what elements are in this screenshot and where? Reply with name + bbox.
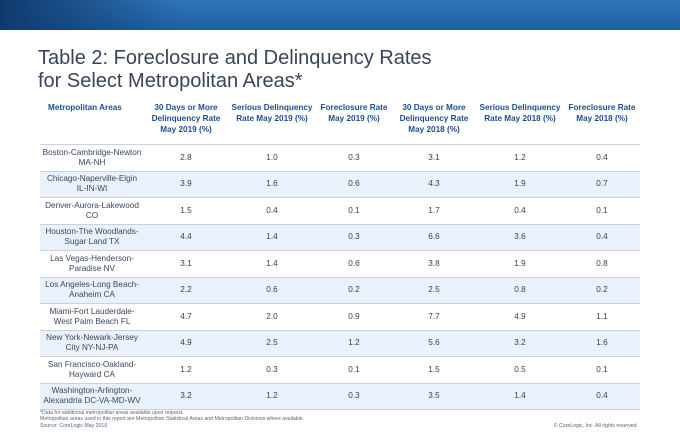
value-cell: 0.6: [228, 276, 316, 304]
value-cell: 0.4: [564, 382, 640, 410]
value-cell: 2.5: [228, 329, 316, 357]
area-cell: Miami-Fort Lauderdale-West Palm Beach FL: [40, 303, 144, 330]
table-header-row: Metropolitan Areas 30 Days or More Delin…: [40, 100, 640, 145]
value-cell: 1.2: [316, 329, 392, 357]
area-cell: Chicago-Naperville-Elgin IL-IN-WI: [40, 170, 144, 198]
value-cell: 1.0: [228, 144, 316, 171]
value-cell: 1.2: [476, 144, 564, 171]
table-row: Boston-Cambridge-Newton MA-NH 2.8 1.0 0.…: [40, 144, 640, 171]
value-cell: 1.6: [228, 170, 316, 198]
value-cell: 3.1: [144, 250, 228, 277]
value-cell: 0.4: [476, 197, 564, 224]
area-cell: Denver-Aurora-Lakewood CO: [40, 197, 144, 224]
value-cell: 1.5: [392, 356, 476, 383]
value-cell: 4.3: [392, 170, 476, 198]
value-cell: 1.7: [392, 197, 476, 224]
value-cell: 2.2: [144, 276, 228, 304]
value-cell: 2.0: [228, 303, 316, 330]
column-header: Metropolitan Areas: [48, 103, 122, 112]
table-row: Miami-Fort Lauderdale-West Palm Beach FL…: [40, 303, 640, 330]
column-header: Foreclosure Rate May 2019 (%): [320, 103, 388, 123]
table-row: San Francisco-Oakland-Hayward CA 1.2 0.3…: [40, 356, 640, 383]
value-cell: 0.3: [316, 144, 392, 171]
value-cell: 1.1: [564, 303, 640, 330]
value-cell: 0.6: [316, 250, 392, 277]
value-cell: 3.9: [144, 170, 228, 198]
table-row: Chicago-Naperville-Elgin IL-IN-WI 3.9 1.…: [40, 170, 640, 198]
rates-table: Metropolitan Areas 30 Days or More Delin…: [40, 100, 640, 410]
value-cell: 2.8: [144, 144, 228, 171]
column-header: Serious Delinquency Rate May 2019 (%): [231, 103, 313, 123]
value-cell: 3.5: [392, 382, 476, 410]
value-cell: 0.3: [316, 382, 392, 410]
column-header: Foreclosure Rate May 2018 (%): [568, 103, 636, 123]
value-cell: 3.6: [476, 223, 564, 251]
value-cell: 0.6: [316, 170, 392, 198]
footnote: Metropolitan areas used in this report a…: [40, 416, 305, 423]
area-cell: Washington-Arlington-Alexandria DC-VA-MD…: [40, 382, 144, 410]
footnotes: *Data for additional metropolitan areas …: [40, 410, 460, 429]
column-header: 30 Days or More Delinquency Rate May 201…: [151, 103, 221, 134]
value-cell: 1.4: [228, 250, 316, 277]
column-header: Serious Delinquency Rate May 2018 (%): [479, 103, 561, 123]
table-row: Houston-The Woodlands-Sugar Land TX 4.4 …: [40, 223, 640, 251]
value-cell: 0.2: [316, 276, 392, 304]
value-cell: 7.7: [392, 303, 476, 330]
value-cell: 3.8: [392, 250, 476, 277]
table-row: Denver-Aurora-Lakewood CO 1.5 0.4 0.1 1.…: [40, 197, 640, 224]
value-cell: 0.5: [476, 356, 564, 383]
value-cell: 1.9: [476, 170, 564, 198]
value-cell: 0.3: [228, 356, 316, 383]
area-cell: Boston-Cambridge-Newton MA-NH: [40, 144, 144, 171]
value-cell: 1.4: [228, 223, 316, 251]
value-cell: 1.5: [144, 197, 228, 224]
value-cell: 0.8: [564, 250, 640, 277]
copyright-notice: © CoreLogic, Inc. All rights reserved.: [553, 423, 638, 429]
footnote: Source: CoreLogic May 2019: [40, 422, 108, 429]
value-cell: 4.4: [144, 223, 228, 251]
value-cell: 0.9: [316, 303, 392, 330]
value-cell: 1.6: [564, 329, 640, 357]
value-cell: 4.7: [144, 303, 228, 330]
area-cell: Los Angeles-Long Beach-Anaheim CA: [40, 276, 144, 304]
area-cell: Las Vegas-Henderson-Paradise NV: [40, 250, 144, 277]
value-cell: 0.4: [564, 223, 640, 251]
value-cell: 0.1: [564, 356, 640, 383]
value-cell: 1.9: [476, 250, 564, 277]
value-cell: 0.1: [316, 356, 392, 383]
value-cell: 0.8: [476, 276, 564, 304]
title-line-2: for Select Metropolitan Areas*: [38, 70, 303, 92]
value-cell: 0.1: [316, 197, 392, 224]
value-cell: 3.1: [392, 144, 476, 171]
value-cell: 1.2: [228, 382, 316, 410]
area-cell: San Francisco-Oakland-Hayward CA: [40, 356, 144, 383]
table-row: New York-Newark-Jersey City NY-NJ-PA 4.9…: [40, 329, 640, 357]
value-cell: 0.4: [228, 197, 316, 224]
value-cell: 0.3: [316, 223, 392, 251]
value-cell: 1.4: [476, 382, 564, 410]
table-row: Los Angeles-Long Beach-Anaheim CA 2.2 0.…: [40, 276, 640, 304]
table-row: Las Vegas-Henderson-Paradise NV 3.1 1.4 …: [40, 250, 640, 277]
value-cell: 0.4: [564, 144, 640, 171]
value-cell: 1.2: [144, 356, 228, 383]
title-line-1: Table 2: Foreclosure and Delinquency Rat…: [38, 47, 432, 69]
value-cell: 0.1: [564, 197, 640, 224]
value-cell: 5.6: [392, 329, 476, 357]
value-cell: 0.7: [564, 170, 640, 198]
value-cell: 4.9: [144, 329, 228, 357]
column-header: 30 Days or More Delinquency Rate May 201…: [399, 103, 469, 134]
page-title: Table 2: Foreclosure and Delinquency Rat…: [38, 47, 638, 93]
value-cell: 4.9: [476, 303, 564, 330]
value-cell: 0.2: [564, 276, 640, 304]
area-cell: New York-Newark-Jersey City NY-NJ-PA: [40, 329, 144, 357]
top-banner-shade: [0, 0, 180, 30]
value-cell: 2.5: [392, 276, 476, 304]
area-cell: Houston-The Woodlands-Sugar Land TX: [40, 223, 144, 251]
table-row: Washington-Arlington-Alexandria DC-VA-MD…: [40, 382, 640, 410]
footnote: *Data for additional metropolitan areas …: [40, 410, 184, 416]
value-cell: 3.2: [476, 329, 564, 357]
value-cell: 6.6: [392, 223, 476, 251]
value-cell: 3.2: [144, 382, 228, 410]
